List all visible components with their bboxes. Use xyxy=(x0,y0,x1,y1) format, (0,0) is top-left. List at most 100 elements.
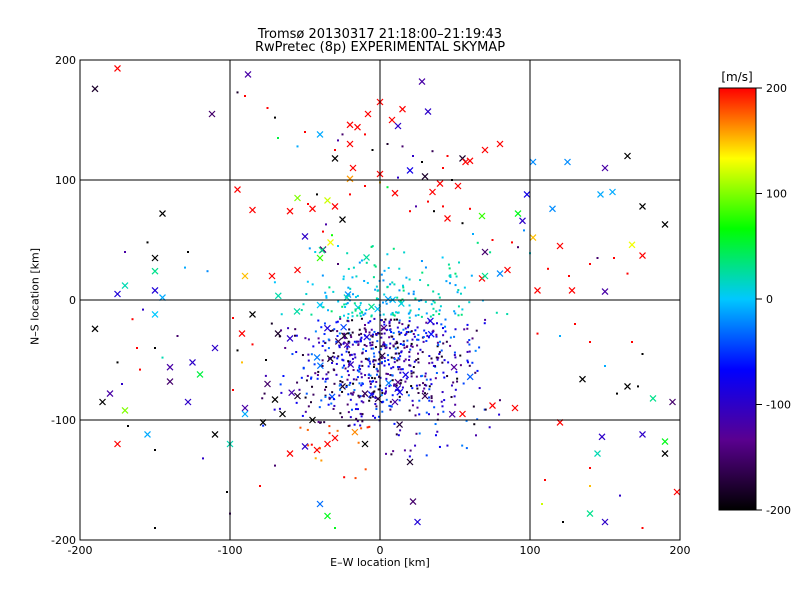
data-point-dot xyxy=(456,380,459,383)
data-point-dot xyxy=(402,289,405,292)
data-point-dot xyxy=(355,340,358,343)
data-point-dot xyxy=(446,155,449,157)
data-point-dot xyxy=(263,392,266,395)
data-point-dot xyxy=(369,362,372,365)
data-point-dot xyxy=(388,404,391,407)
data-point-dot xyxy=(412,366,415,369)
data-point-dot xyxy=(616,392,618,395)
data-point-dot xyxy=(312,393,315,396)
data-point-dot xyxy=(333,382,336,385)
data-point-dot xyxy=(372,352,375,355)
data-point-dot xyxy=(347,313,350,316)
data-point-dot xyxy=(358,328,361,331)
data-point-dot xyxy=(374,385,377,388)
data-point-dot xyxy=(389,405,392,408)
data-point-dot xyxy=(397,311,400,314)
data-point-dot xyxy=(323,322,326,325)
data-point-dot xyxy=(434,365,437,368)
data-point-dot xyxy=(425,378,428,381)
data-point-dot xyxy=(424,392,427,395)
data-point-dot xyxy=(368,338,371,341)
data-point-dot xyxy=(352,378,355,381)
data-point-dot xyxy=(366,281,369,284)
data-point-cross xyxy=(334,338,342,345)
data-point-dot xyxy=(418,299,421,302)
data-point-dot xyxy=(354,408,357,411)
data-point-dot xyxy=(402,340,405,343)
data-point-dot xyxy=(403,346,406,349)
data-point-dot xyxy=(335,321,338,324)
data-point-dot xyxy=(344,367,347,370)
data-point-dot xyxy=(359,312,362,315)
data-point-dot xyxy=(435,310,438,313)
data-point-dot xyxy=(398,267,401,270)
data-point-dot xyxy=(304,396,307,399)
data-point-dot xyxy=(589,485,591,487)
data-point-cross xyxy=(406,458,414,466)
y-tick-label: 100 xyxy=(55,174,76,187)
data-point-dot xyxy=(432,300,435,303)
data-point-cross xyxy=(454,182,462,190)
data-point-dot xyxy=(355,417,358,420)
data-point-cross xyxy=(166,378,174,386)
data-point-dot xyxy=(444,325,447,328)
data-point-dot xyxy=(307,203,309,205)
data-point-dot xyxy=(327,371,330,374)
data-point-dot xyxy=(351,276,354,279)
data-point-dot xyxy=(382,279,385,282)
data-point-dot xyxy=(332,398,335,401)
data-point-dot xyxy=(401,386,404,389)
data-point-dot xyxy=(422,340,425,343)
data-point-dot xyxy=(418,384,421,387)
data-point-dot xyxy=(463,286,466,289)
data-point-dot xyxy=(146,241,149,244)
data-point-dot xyxy=(426,334,429,337)
data-point-dot xyxy=(307,359,310,362)
data-point-dot xyxy=(397,357,400,360)
data-point-dot xyxy=(450,396,453,399)
data-point-cross xyxy=(324,324,331,332)
data-point-cross xyxy=(661,220,669,228)
data-point-dot xyxy=(403,360,406,363)
data-point-dot xyxy=(604,365,606,367)
data-point-dot xyxy=(393,383,396,386)
data-point-dot xyxy=(372,360,375,363)
data-point-dot xyxy=(341,133,344,136)
data-point-dot xyxy=(387,363,390,366)
data-point-cross xyxy=(346,175,354,183)
data-point-cross xyxy=(271,396,279,404)
data-point-dot xyxy=(302,303,305,306)
data-point-cross xyxy=(331,154,339,162)
data-point-dot xyxy=(449,275,452,278)
data-point-dot xyxy=(444,330,447,333)
data-point-dot xyxy=(352,293,355,296)
data-point-dot xyxy=(405,332,408,335)
colorbar-ticks: -200 -100 0 100 200 xyxy=(756,82,791,517)
data-point-dot xyxy=(142,308,144,311)
data-point-cross xyxy=(238,330,246,338)
data-point-dot xyxy=(374,346,377,349)
data-point-dot xyxy=(416,406,419,409)
data-point-dot xyxy=(368,357,371,360)
data-point-dot xyxy=(330,402,333,405)
data-point-dot xyxy=(358,261,361,264)
data-point-dot xyxy=(392,338,395,341)
data-point-dot xyxy=(428,385,431,388)
data-point-dot xyxy=(264,374,267,377)
data-point-dot xyxy=(356,294,359,297)
data-point-cross xyxy=(429,188,436,196)
data-point-dot xyxy=(441,256,444,259)
data-point-dot xyxy=(393,358,396,361)
data-point-dot xyxy=(362,395,365,398)
data-point-dot xyxy=(414,414,417,417)
chart-title: Tromsø 20130317 21:18:00–21:19:43 xyxy=(257,27,503,42)
data-point-dot xyxy=(348,363,351,366)
data-point-dot xyxy=(380,357,383,360)
data-point-dot xyxy=(454,328,457,331)
data-point-dot xyxy=(392,344,395,347)
data-point-dot xyxy=(400,368,403,371)
data-point-dot xyxy=(322,340,325,343)
data-point-dot xyxy=(430,395,433,398)
data-point-dot xyxy=(468,364,471,367)
